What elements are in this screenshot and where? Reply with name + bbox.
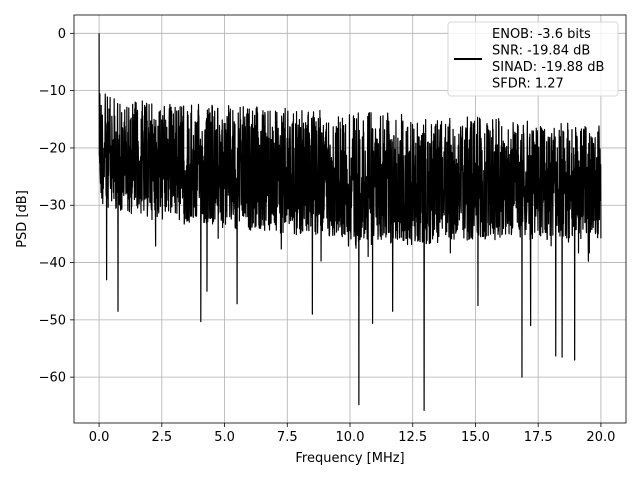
legend: ENOB: -3.6 bits SNR: -19.84 dB SINAD: -19.… [447,21,619,97]
y-tick-label: −50 [39,313,66,328]
y-tick-label: −40 [39,256,66,271]
x-axis-label: Frequency [MHz] [295,451,404,466]
legend-entry-line: ENOB: -3.6 bits [492,27,591,42]
y-tick-label: −10 [39,84,66,99]
legend-box [447,21,619,97]
x-tick-label: 7.5 [277,430,298,445]
legend-entry-line: SNR: -19.84 dB [492,44,590,59]
legend-entry-line: SINAD: -19.88 dB [492,60,604,75]
x-tick-label: 10.0 [336,430,365,445]
x-tick-label: 15.0 [461,430,490,445]
series-layer [98,33,602,411]
y-tick-label: −30 [39,199,66,214]
y-axis-label: PSD [dB] [15,190,30,248]
x-axis-ticks: 0.0 2.5 5.0 7.5 10.0 12.5 15.0 17.5 20.0 [89,423,615,445]
y-axis-ticks: 0 −10 −20 −30 −40 −50 −60 [39,27,74,386]
legend-entry-line: SFDR: 1.27 [492,77,564,92]
x-tick-label: 5.0 [214,430,235,445]
x-tick-label: 17.5 [524,430,553,445]
y-tick-label: −60 [39,371,66,386]
x-tick-label: 0.0 [89,430,110,445]
y-tick-label: −20 [39,141,66,156]
x-tick-label: 20.0 [586,430,615,445]
psd-series-line [98,33,602,411]
y-tick-label: 0 [58,27,66,42]
x-tick-label: 12.5 [398,430,427,445]
legend-entry: ENOB: -3.6 bits SNR: -19.84 dB SINAD: -19.… [492,27,604,92]
x-tick-label: 2.5 [151,430,172,445]
